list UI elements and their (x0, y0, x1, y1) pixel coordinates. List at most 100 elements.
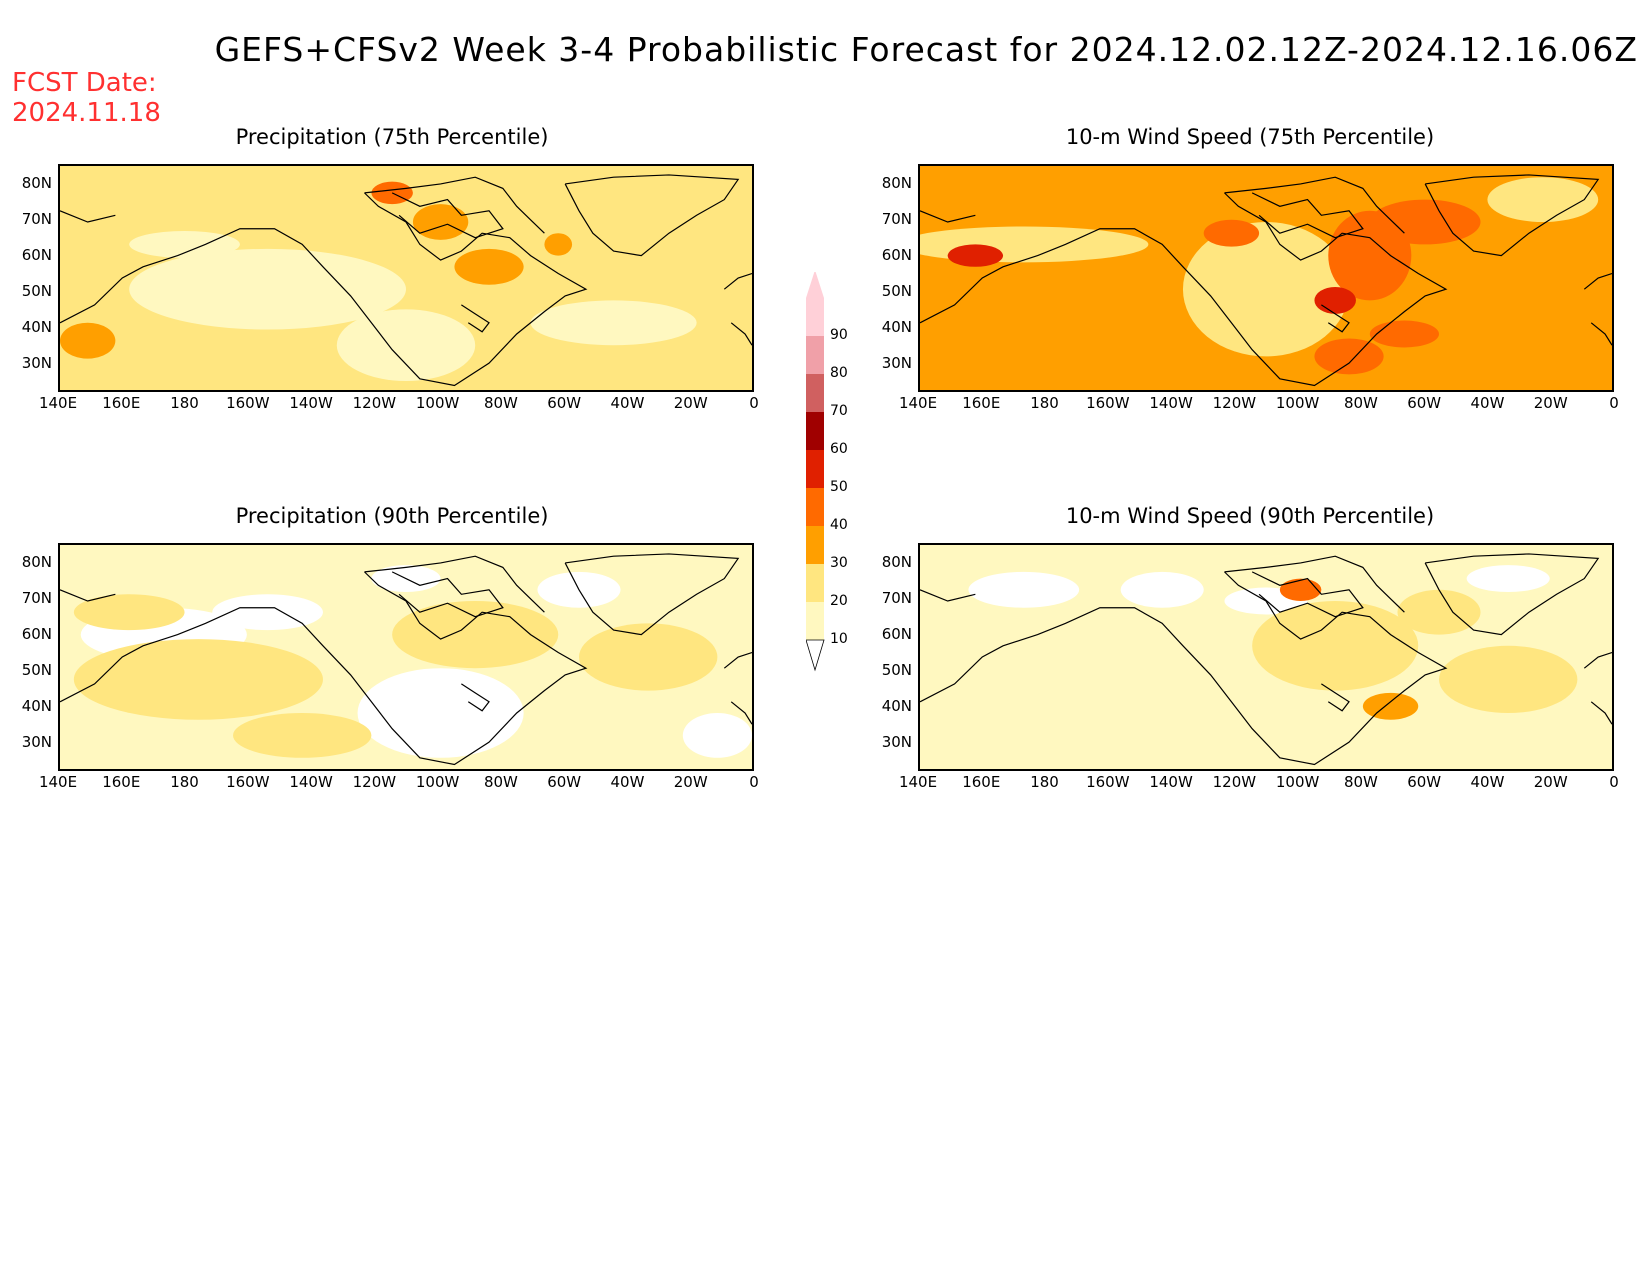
latitude-tick-label: 40N (21, 697, 52, 715)
colorbar-tick-label: 80 (830, 365, 848, 381)
latitude-tick-label: 30N (881, 733, 912, 751)
longitude-tick-label: 180 (1030, 394, 1059, 412)
panel-title-precip-75: Precipitation (75th Percentile) (235, 125, 549, 149)
probability-contour-area (1279, 578, 1322, 601)
probability-contour-area (1487, 177, 1599, 222)
probability-contour-area (954, 634, 1163, 725)
map-precip-75 (58, 164, 754, 392)
coastline (731, 323, 752, 345)
panel-title-wind-90: 10-m Wind Speed (90th Percentile) (1065, 504, 1435, 528)
latitude-tick-label: 40N (881, 697, 912, 715)
coastline (1224, 556, 1404, 612)
probability-contour-area (1369, 320, 1439, 348)
colorbar-tick-label: 30 (830, 555, 848, 571)
coastline (565, 175, 738, 256)
latitude-tick-label: 80N (21, 553, 52, 571)
longitude-tick-label: 140E (38, 773, 78, 791)
longitude-tick-label: 140E (898, 773, 938, 791)
probability-contour-area (392, 601, 559, 669)
probability-contour-area (1369, 199, 1481, 245)
latitude-tick-label: 50N (21, 282, 52, 300)
coastline (60, 572, 586, 765)
forecast-date-label: FCST Date: (12, 68, 157, 98)
coastline (461, 684, 489, 711)
coastline (60, 193, 586, 386)
longitude-tick-label: 140W (1149, 773, 1193, 791)
latitude-tick-label: 70N (881, 210, 912, 228)
latitude-tick-label: 60N (881, 246, 912, 264)
colorbar-tick-label: 50 (830, 479, 848, 495)
probability-contour-area (454, 248, 524, 285)
longitude-tick-label: 120W (1212, 773, 1257, 791)
longitude-tick-label: 120W (352, 773, 397, 791)
coastline (392, 193, 503, 238)
colorbar (806, 272, 825, 672)
longitude-tick-label: 180 (170, 773, 199, 791)
colorbar-segment (806, 450, 824, 488)
colorbar-tick-label: 20 (830, 593, 848, 609)
latitude-tick-label: 60N (21, 625, 52, 643)
longitude-tick-label: 20W (1533, 394, 1568, 412)
coastline (364, 177, 544, 233)
latitude-tick-label: 70N (21, 589, 52, 607)
longitude-tick-label: 20W (1533, 773, 1568, 791)
coastline (920, 590, 975, 601)
longitude-tick-label: 0 (1609, 773, 1619, 791)
map-wind-75 (918, 164, 1614, 392)
longitude-tick-label: 20W (673, 773, 708, 791)
map-precip-90 (58, 543, 754, 771)
probability-contour-area (73, 594, 185, 631)
coastline (724, 274, 752, 290)
longitude-tick-label: 40W (610, 773, 645, 791)
longitude-tick-label: 20W (673, 394, 708, 412)
longitude-tick-label: 60W (547, 773, 582, 791)
forecast-date-block: FCST Date: 2024.11.18 (12, 68, 161, 128)
coastline (364, 556, 544, 612)
latitude-tick-label: 30N (21, 733, 52, 751)
latitude-tick-label: 80N (21, 174, 52, 192)
probability-contour-area (412, 204, 469, 240)
coastline (1584, 274, 1612, 290)
latitude-tick-label: 70N (881, 589, 912, 607)
longitude-tick-label: 160W (1086, 394, 1130, 412)
longitude-tick-label: 160W (226, 394, 270, 412)
latitude-tick-label: 80N (881, 174, 912, 192)
probability-contour-area (1203, 219, 1260, 247)
probability-contour-area (371, 181, 413, 205)
colorbar-segment (806, 488, 824, 526)
longitude-tick-label: 60W (547, 394, 582, 412)
longitude-tick-label: 160E (962, 773, 1001, 791)
latitude-tick-label: 80N (881, 553, 912, 571)
longitude-tick-label: 40W (610, 394, 645, 412)
colorbar-bottom-arrow (806, 639, 825, 672)
longitude-tick-label: 180 (1030, 773, 1059, 791)
latitude-tick-label: 60N (21, 246, 52, 264)
colorbar-segment (806, 336, 824, 374)
panel-title-precip-90: Precipitation (90th Percentile) (235, 504, 549, 528)
probability-contour-area (1252, 601, 1419, 691)
longitude-tick-label: 60W (1407, 394, 1442, 412)
latitude-tick-label: 40N (21, 318, 52, 336)
coastline (461, 305, 489, 332)
coastline (392, 572, 503, 617)
probability-contour-area (73, 639, 323, 720)
low-probability-area (357, 668, 524, 758)
colorbar-segment (806, 298, 824, 336)
map-field-0 (60, 166, 752, 390)
longitude-tick-label: 0 (1609, 394, 1619, 412)
coastline (1321, 305, 1349, 332)
longitude-tick-label: 120W (352, 394, 397, 412)
low-probability-area (682, 713, 752, 758)
longitude-tick-label: 160E (102, 773, 141, 791)
latitude-tick-label: 60N (881, 625, 912, 643)
longitude-tick-label: 80W (483, 394, 518, 412)
forecast-date-value: 2024.11.18 (12, 98, 161, 128)
probability-contour-area (1314, 338, 1384, 375)
coastline (731, 702, 752, 724)
colorbar-segment (806, 602, 824, 640)
coastline (1252, 193, 1363, 238)
longitude-tick-label: 80W (1343, 773, 1378, 791)
latitude-tick-label: 40N (881, 318, 912, 336)
longitude-tick-label: 0 (749, 773, 759, 791)
latitude-tick-label: 30N (21, 354, 52, 372)
